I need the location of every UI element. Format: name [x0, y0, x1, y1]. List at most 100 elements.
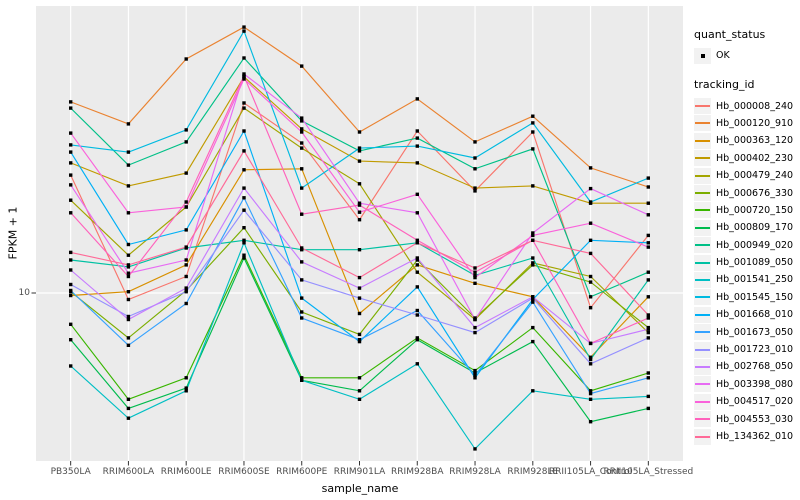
data-point	[531, 147, 535, 151]
data-point	[126, 397, 131, 401]
data-point	[588, 186, 593, 191]
legend-item-label: Hb_000479_240	[716, 170, 794, 182]
data-point	[242, 72, 246, 76]
data-point	[473, 447, 477, 451]
data-point	[357, 248, 362, 252]
data-point	[69, 322, 73, 326]
data-point	[415, 263, 419, 267]
data-point	[646, 278, 650, 282]
data-point	[531, 121, 535, 125]
data-point	[184, 290, 188, 294]
data-point	[184, 258, 188, 262]
data-point	[588, 362, 593, 366]
data-point	[300, 64, 304, 68]
line-swatch-icon	[695, 209, 710, 212]
data-point	[184, 245, 188, 249]
legend-tracking-items: Hb_000008_240 Hb_000120_910 Hb_000363_120 H…	[694, 97, 798, 445]
data-point	[646, 176, 650, 180]
line-swatch-icon	[695, 365, 710, 368]
data-point	[69, 150, 73, 154]
data-point	[69, 338, 73, 342]
data-point	[300, 186, 304, 190]
data-point	[242, 25, 246, 29]
legend-item-label: Hb_000720_150	[716, 204, 794, 216]
data-point	[69, 211, 73, 215]
y-tick-label: 10	[18, 288, 30, 298]
legend-key-swatch	[694, 185, 711, 202]
legend-key-ok	[694, 47, 711, 64]
data-point	[300, 127, 304, 131]
legend-key-swatch	[694, 358, 711, 375]
data-point	[531, 184, 535, 188]
line-swatch-icon	[695, 105, 710, 108]
data-point	[531, 300, 535, 304]
data-point	[300, 119, 304, 123]
line-swatch-icon	[695, 261, 710, 264]
legend-item: Hb_134362_010	[694, 428, 798, 445]
data-point	[415, 144, 419, 148]
data-point	[184, 57, 188, 61]
data-point	[357, 130, 362, 134]
data-point	[415, 238, 419, 242]
data-point	[588, 341, 593, 346]
data-point	[531, 256, 535, 260]
data-point	[300, 167, 304, 171]
line-swatch-icon	[695, 244, 710, 247]
x-tick-label: RRIM928BA	[391, 467, 444, 477]
x-tick-label: RRIM901LA	[333, 467, 386, 477]
data-point	[531, 231, 535, 235]
data-point	[69, 173, 73, 177]
legend-item: Hb_004517_020	[694, 393, 798, 410]
legend-item-label: Hb_000363_120	[716, 135, 794, 147]
data-point	[184, 274, 188, 279]
data-point	[126, 122, 131, 126]
data-point	[588, 166, 593, 170]
x-tick-label: RRIM600PE	[276, 467, 328, 477]
legend-key-swatch	[694, 341, 711, 358]
data-point	[184, 386, 188, 390]
data-point	[646, 295, 650, 299]
data-point	[646, 336, 650, 340]
data-point	[357, 210, 362, 214]
data-point	[126, 416, 131, 420]
data-point	[126, 271, 131, 275]
data-point	[415, 161, 419, 165]
data-point	[69, 293, 73, 298]
legend-item-label: Hb_001545_150	[716, 291, 794, 303]
data-point	[415, 211, 419, 215]
data-point	[242, 77, 246, 81]
data-point	[646, 313, 650, 317]
data-point	[300, 296, 304, 300]
data-point	[242, 56, 246, 60]
data-point	[69, 288, 73, 293]
data-point	[357, 286, 362, 290]
legend-item: Hb_001089_050	[694, 254, 798, 271]
data-point	[126, 317, 131, 322]
data-point	[415, 308, 419, 313]
legend-key-swatch	[694, 271, 711, 288]
legend-key-swatch	[694, 115, 711, 132]
data-point	[69, 364, 73, 368]
data-point	[357, 149, 362, 153]
legend-item-label: Hb_000008_240	[716, 100, 794, 112]
data-point	[415, 258, 419, 262]
legend-item-label: Hb_001723_010	[716, 344, 794, 356]
data-point	[415, 136, 419, 140]
line-swatch-icon	[695, 139, 710, 142]
legend-item-label: Hb_002768_050	[716, 361, 794, 373]
data-point	[184, 376, 188, 380]
data-point	[473, 325, 477, 330]
legend-item: Hb_001673_050	[694, 323, 798, 341]
data-point	[69, 198, 73, 202]
data-point	[69, 183, 73, 187]
legend-item: Hb_001723_010	[694, 341, 798, 358]
data-point	[473, 281, 477, 285]
data-point	[357, 389, 362, 393]
data-point	[473, 186, 477, 190]
legend-item: Hb_000949_020	[694, 237, 798, 254]
legend-item: Hb_000809_170	[694, 219, 798, 236]
data-point	[588, 238, 593, 242]
data-point	[646, 371, 650, 375]
legend-key-swatch	[694, 150, 711, 167]
